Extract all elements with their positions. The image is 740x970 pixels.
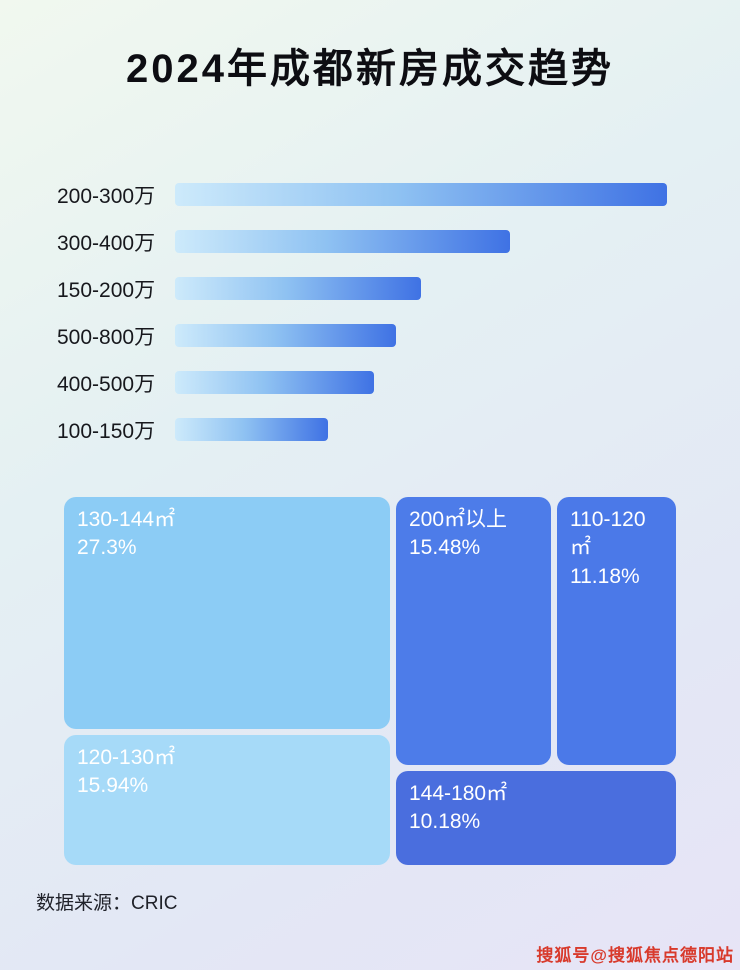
bar-track (175, 371, 667, 394)
bar-label: 200-300万 (57, 184, 156, 208)
treemap-label: 130-144㎡ (77, 508, 176, 531)
bar-track (175, 418, 667, 441)
treemap-block-130-144: 130-144㎡ 27.3% (64, 497, 390, 729)
bar-row: 500-800万 (57, 324, 697, 349)
bar-row: 100-150万 (57, 418, 697, 443)
bar-track (175, 277, 667, 300)
treemap-percent: 10.18% (409, 810, 481, 834)
bar-row: 200-300万 (57, 183, 697, 208)
treemap-label: 144-180㎡ (409, 782, 508, 805)
data-source-note: 数据来源：CRIC (36, 893, 178, 914)
treemap-block-144-180: 144-180㎡ 10.18% (396, 771, 676, 865)
treemap-percent: 15.48% (409, 536, 481, 560)
treemap-percent: 11.18% (570, 564, 640, 588)
bar-track (175, 183, 667, 206)
bar (175, 183, 667, 206)
treemap-block-120-130: 120-130㎡ 15.94% (64, 735, 390, 865)
bar-label: 500-800万 (57, 325, 156, 349)
bar-row: 150-200万 (57, 277, 697, 302)
treemap-percent: 15.94% (77, 774, 149, 798)
treemap-percent: 27.3% (77, 536, 137, 560)
treemap-label: 110-120㎡ (570, 508, 646, 560)
bar-row: 300-400万 (57, 230, 697, 255)
bar (175, 418, 328, 441)
treemap-block-200-plus: 200㎡以上 15.48% (396, 497, 551, 765)
bar (175, 277, 421, 300)
bar (175, 324, 397, 347)
bar-label: 300-400万 (57, 231, 156, 255)
bar-label: 400-500万 (57, 372, 156, 396)
bar (175, 371, 375, 394)
watermark: 搜狐号@搜狐焦点德阳站 (536, 946, 734, 965)
bar-track (175, 324, 667, 347)
treemap-chart: 130-144㎡ 27.3% 120-130㎡ 15.94% 200㎡以上 15… (64, 497, 676, 865)
treemap-block-110-120: 110-120㎡ 11.18% (557, 497, 676, 765)
bar-row: 400-500万 (57, 371, 697, 396)
bar-label: 150-200万 (57, 278, 156, 302)
bar-track (175, 230, 667, 253)
bar (175, 230, 510, 253)
page-title: 2024年成都新房成交趋势 (126, 47, 614, 91)
bar-chart: 200-300万 300-400万 150-200万 500-800万 400-… (57, 183, 697, 465)
bar-label: 100-150万 (57, 419, 156, 443)
treemap-label: 200㎡以上 (409, 508, 508, 531)
treemap-label: 120-130㎡ (77, 746, 176, 769)
